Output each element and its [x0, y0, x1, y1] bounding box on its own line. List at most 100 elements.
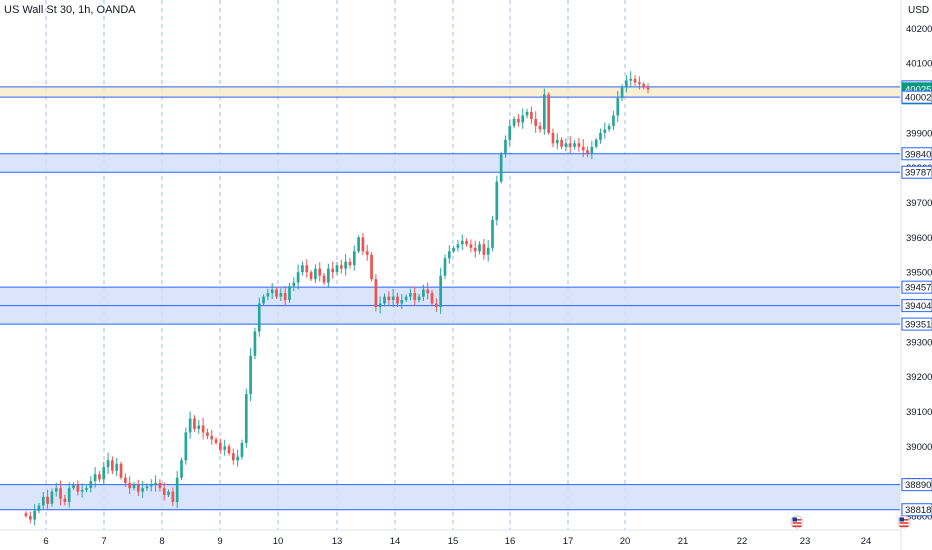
candle-body [219, 442, 222, 450]
candle-body [478, 244, 481, 252]
candle-body [460, 240, 464, 245]
x-tick-label: 15 [448, 536, 459, 547]
price-label-text: 39840.0 [905, 149, 932, 160]
candle-body [223, 446, 227, 450]
candle-body [642, 84, 646, 88]
candle-body [374, 279, 378, 308]
candle-body [417, 296, 421, 301]
zones [0, 86, 900, 511]
time-axis[interactable]: 6 7 8 9 10 13 14 15 16 17 20 21 22 23 24 [43, 536, 871, 547]
candle-body [63, 498, 67, 503]
candle-body [270, 289, 274, 294]
candle-body [171, 491, 175, 503]
candle-body [409, 293, 412, 297]
y-tick-label: 39300.0 [906, 337, 932, 348]
candle-body [309, 272, 313, 280]
candle-body [508, 125, 512, 140]
candle-body [620, 87, 624, 99]
y-tick-label: 39200.0 [906, 372, 932, 383]
x-tick-label: 10 [273, 536, 284, 547]
candle-body [430, 293, 434, 304]
candle-body [206, 432, 209, 436]
candle-body [279, 293, 283, 297]
candle-body [344, 261, 347, 269]
candle-body [638, 82, 641, 85]
y-tick-label: 39700.0 [906, 198, 932, 209]
y-tick-label: 40200.0 [906, 24, 932, 35]
y-tick-label: 39900.0 [906, 128, 932, 139]
currency-label[interactable]: USD [908, 5, 930, 16]
candle-body [521, 115, 525, 123]
candle-body [184, 432, 188, 461]
price-label-box [901, 280, 932, 294]
candle-body [46, 496, 49, 504]
candle-body [119, 463, 123, 478]
y-tick-label: 39000.0 [906, 442, 932, 453]
price-label-text: 38818.0 [905, 505, 932, 516]
candle-body [560, 139, 563, 147]
candle-body [28, 516, 32, 520]
candle-body [352, 251, 356, 266]
us-flag-icon [899, 517, 904, 522]
candle-body [530, 111, 533, 119]
candle-body [240, 442, 244, 457]
candle-body [465, 240, 468, 245]
candle-body [67, 488, 71, 503]
candle-body [59, 488, 62, 499]
candle-body [128, 482, 132, 489]
candle-body [586, 150, 589, 154]
price-label-box [901, 165, 932, 179]
y-tick-label: 39500.0 [906, 268, 932, 279]
candle-body [452, 247, 455, 252]
x-tick-label: 20 [620, 536, 631, 547]
candle-body [491, 219, 494, 248]
candle-body [322, 275, 326, 283]
candle-body [318, 268, 322, 276]
candle-body [625, 80, 628, 88]
candle-body [193, 418, 196, 429]
zone-rect [0, 484, 900, 510]
candle-body [517, 118, 520, 123]
candle-body [383, 296, 386, 304]
price-label-text: 40002.5 [905, 93, 932, 104]
candle-body [314, 268, 317, 280]
candle-body [348, 261, 352, 266]
price-labels: 40032.140025.026:5540002.539840.039787.0… [901, 80, 932, 517]
candle-body [244, 394, 248, 443]
candle-body [590, 146, 594, 154]
candle-body [387, 296, 391, 301]
candle-body [175, 477, 179, 503]
candle-body [145, 486, 149, 489]
x-tick-label: 24 [861, 536, 872, 547]
symbol-title[interactable]: US Wall St 30, 1h, OANDA [4, 4, 136, 16]
candle-body [124, 477, 127, 483]
candle-body [98, 474, 101, 480]
candle-body [106, 460, 110, 468]
candle-body [504, 139, 507, 154]
candle-body [50, 491, 54, 504]
grid [45, 0, 626, 530]
x-tick-label: 8 [159, 536, 164, 547]
candle-body [370, 254, 373, 280]
candles [24, 71, 650, 526]
y-tick-label: 39100.0 [906, 407, 932, 418]
x-tick-label: 7 [101, 536, 106, 547]
candle-body [603, 129, 607, 133]
candle-body [154, 482, 157, 485]
x-tick-label: 17 [563, 536, 574, 547]
candle-body [573, 143, 576, 147]
candle-body [253, 331, 257, 356]
candle-body [301, 265, 304, 273]
candle-body [599, 132, 602, 140]
candle-body [162, 488, 166, 496]
price-label-box [901, 478, 932, 492]
candle-body [72, 484, 75, 489]
candle-body [482, 244, 486, 255]
price-label-box [901, 317, 932, 331]
candle-body [93, 474, 97, 482]
candle-body [378, 303, 382, 308]
candle-body [499, 153, 503, 182]
